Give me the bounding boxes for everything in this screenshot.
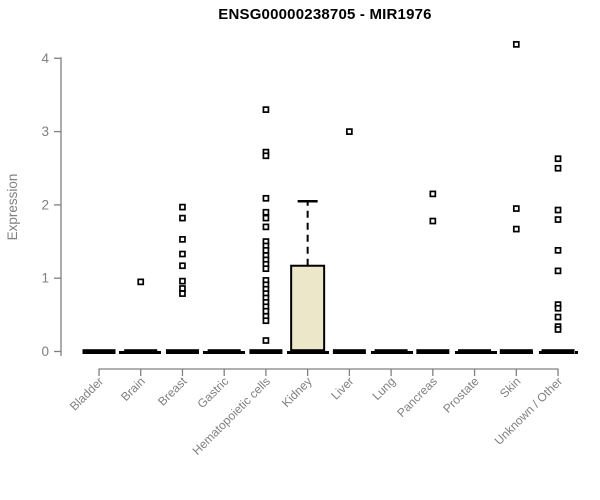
outlier-point [179,262,186,270]
x-category-label: Gastric [195,374,232,411]
x-category-label: Hematopoietic cells [190,374,273,457]
outlier-point [554,246,562,254]
y-tick-label: 0 [41,344,49,359]
outlier-point [346,128,353,135]
median-line [82,349,116,354]
median-line [541,349,575,354]
y-tick-label: 4 [41,51,49,66]
median-line [332,349,366,354]
outlier-point [262,214,270,222]
outlier-point [554,155,562,163]
x-category-label: Lung [369,374,398,403]
outlier-point [262,194,270,202]
median-line [374,349,408,354]
outlier-point [179,214,186,222]
outlier-point [262,246,270,254]
outlier-point [262,265,270,273]
x-category-label: Brain [118,374,148,404]
outlier-point [179,277,186,285]
outlier-point [554,206,562,214]
outlier-point [179,203,186,211]
outlier-point [554,267,562,275]
outlier-point [429,217,437,225]
x-category-label: Liver [328,374,356,402]
outlier-point [262,106,270,113]
outlier-point [179,250,186,258]
median-line [458,349,492,354]
outlier-point [429,190,437,198]
median-line [499,349,533,354]
x-category-label: Bladder [67,374,106,413]
y-tick-label: 1 [41,271,49,286]
outlier-point [554,326,562,333]
outlier-point [262,208,270,216]
outlier-point [554,164,562,172]
outlier-point [179,285,186,292]
outlier-point [179,290,186,297]
x-category-label: Pancreas [394,374,440,420]
outlier-point [262,337,270,344]
y-tick-label: 2 [41,197,49,212]
median-line [207,349,241,354]
outlier-point [512,41,520,48]
outlier-point [554,304,562,312]
x-category-label: Kidney [279,374,315,410]
median-line [291,349,325,354]
box-body [290,264,326,353]
outlier-point [262,152,270,160]
y-tick-label: 3 [41,124,49,139]
outlier-point [262,307,270,315]
median-line [165,349,199,354]
outlier-point [262,223,270,231]
outlier-point [262,317,270,325]
chart-title: ENSG00000238705 - MIR1976 [218,6,432,23]
median-line [416,349,450,354]
outlier-point [554,216,562,223]
median-line [249,349,283,354]
outlier-point [512,225,520,233]
outlier-point [179,236,186,243]
median-line [124,349,158,354]
outlier-point [512,205,520,212]
x-category-label: Skin [497,374,523,400]
x-category-label: Prostate [440,374,482,416]
outlier-point [137,278,145,286]
outlier-point [554,313,562,321]
x-category-label: Breast [155,374,190,409]
